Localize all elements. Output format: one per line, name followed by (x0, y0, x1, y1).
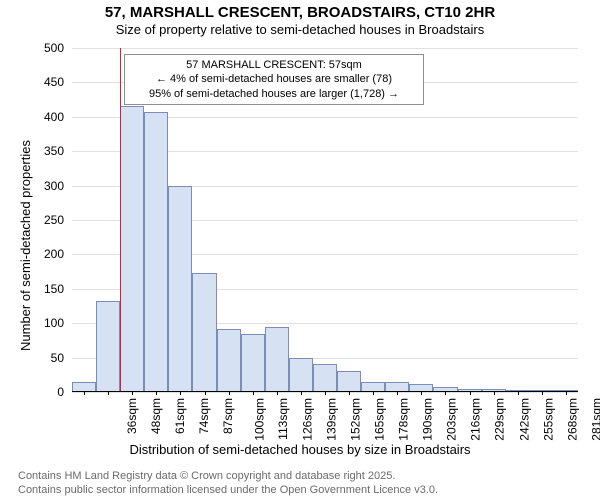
x-tick-label: 203sqm (446, 398, 458, 441)
chart-title: 57, MARSHALL CRESCENT, BROADSTAIRS, CT10… (0, 4, 600, 21)
annotation-line: ← 4% of semi-detached houses are smaller… (128, 72, 420, 86)
x-axis-line (72, 391, 578, 392)
bar (289, 358, 313, 392)
y-tick-label: 300 (0, 180, 64, 192)
x-tick (494, 392, 495, 395)
y-tick-label: 0 (0, 386, 64, 398)
gridline (72, 48, 578, 49)
bar (241, 334, 265, 392)
bar (217, 329, 241, 392)
x-tick-label: 190sqm (422, 398, 434, 441)
x-tick (349, 392, 350, 395)
footer-line-1: Contains HM Land Registry data © Crown c… (18, 470, 600, 484)
x-tick-label: 229sqm (494, 398, 506, 441)
chart-subtitle: Size of property relative to semi-detach… (0, 22, 600, 37)
y-tick-label: 100 (0, 317, 64, 329)
annotation-box: 57 MARSHALL CRESCENT: 57sqm← 4% of semi-… (124, 54, 424, 105)
y-tick-label: 50 (0, 352, 64, 364)
x-tick-label: 139sqm (326, 398, 338, 441)
bar (120, 106, 144, 392)
x-tick (470, 392, 471, 395)
x-tick (229, 392, 230, 395)
x-tick-label: 281sqm (591, 398, 600, 441)
x-tick-label: 48sqm (150, 398, 162, 434)
x-tick-label: 113sqm (276, 398, 288, 440)
x-tick-label: 74sqm (198, 398, 210, 434)
bar (337, 371, 361, 392)
x-tick-label: 268sqm (566, 398, 578, 441)
footer-attribution: Contains HM Land Registry data © Crown c… (18, 470, 600, 498)
bar (265, 327, 289, 392)
footer-line-2: Contains public sector information licen… (18, 484, 600, 498)
x-tick-label: 61sqm (174, 398, 186, 434)
x-tick (445, 392, 446, 395)
bar (144, 112, 168, 392)
annotation-line: 57 MARSHALL CRESCENT: 57sqm (128, 58, 420, 72)
x-tick (566, 392, 567, 395)
x-tick (397, 392, 398, 395)
y-tick-label: 500 (0, 42, 64, 54)
x-tick (156, 392, 157, 395)
x-tick (277, 392, 278, 395)
bar (96, 301, 120, 393)
x-tick (132, 392, 133, 395)
x-tick (301, 392, 302, 395)
x-tick (84, 392, 85, 395)
x-tick (542, 392, 543, 395)
x-tick (180, 392, 181, 395)
x-tick-label: 242sqm (518, 398, 530, 441)
y-tick-label: 250 (0, 214, 64, 226)
bar (168, 186, 192, 392)
bar (192, 273, 216, 392)
bar (313, 364, 337, 392)
x-tick-label: 152sqm (350, 398, 362, 441)
x-axis-label: Distribution of semi-detached houses by … (0, 442, 600, 457)
y-tick-label: 150 (0, 283, 64, 295)
x-tick (421, 392, 422, 395)
x-tick-label: 87sqm (222, 398, 234, 434)
x-tick-label: 126sqm (301, 398, 313, 441)
x-tick (253, 392, 254, 395)
x-tick-label: 165sqm (374, 398, 386, 441)
x-tick-label: 100sqm (253, 398, 265, 441)
x-tick-label: 178sqm (398, 398, 410, 441)
x-tick-label: 255sqm (542, 398, 554, 441)
x-tick (373, 392, 374, 395)
x-tick-label: 36sqm (126, 398, 138, 434)
plot-area: 57 MARSHALL CRESCENT: 57sqm← 4% of semi-… (72, 48, 578, 392)
y-tick-label: 450 (0, 76, 64, 88)
y-tick-label: 400 (0, 111, 64, 123)
x-tick (108, 392, 109, 395)
x-tick (205, 392, 206, 395)
reference-line (120, 48, 121, 392)
x-tick (518, 392, 519, 395)
y-tick-label: 200 (0, 248, 64, 260)
annotation-line: 95% of semi-detached houses are larger (… (128, 87, 420, 101)
x-tick (325, 392, 326, 395)
x-tick-label: 216sqm (470, 398, 482, 441)
y-tick-label: 350 (0, 145, 64, 157)
